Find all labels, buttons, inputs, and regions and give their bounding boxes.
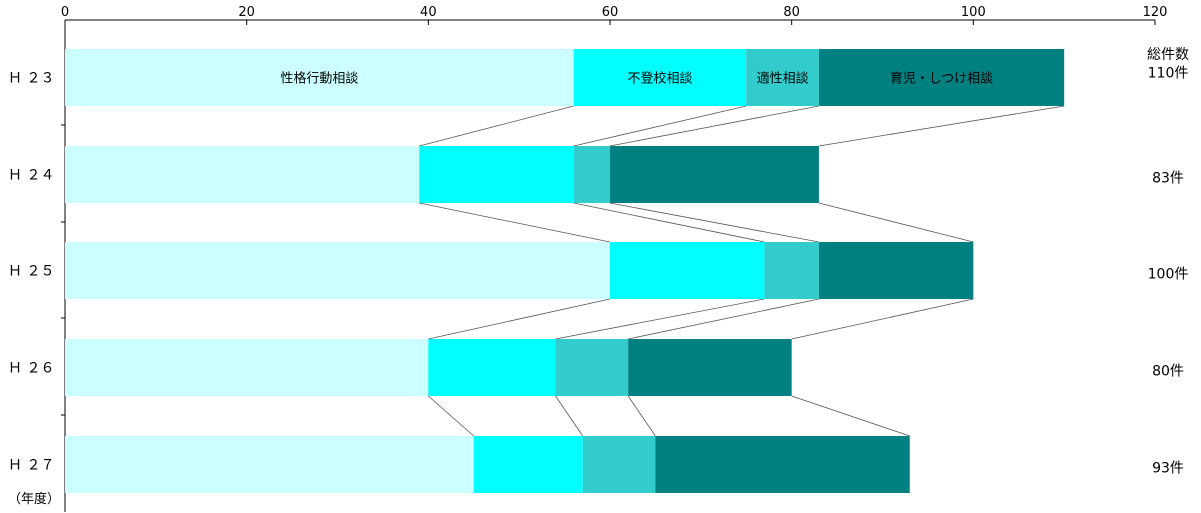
x-tick-label-80: 80 <box>783 5 800 20</box>
category-label-4: Ｈ ２７ <box>8 458 54 474</box>
bar-1-0 <box>65 146 420 203</box>
category-label-3: Ｈ ２６ <box>8 361 54 377</box>
total-label-4: 93件 <box>1152 461 1184 477</box>
bar-3-1 <box>428 339 556 396</box>
category-axis-note: （年度） <box>8 491 60 507</box>
series-line-0-1 <box>419 105 574 147</box>
category-label-2: Ｈ ２５ <box>8 264 54 280</box>
bar-1-2 <box>573 146 610 203</box>
bar-4-2 <box>582 436 656 493</box>
series-line-2-3 <box>628 298 819 340</box>
total-label-3: 80件 <box>1152 364 1184 380</box>
category-label-0: Ｈ ２３ <box>8 71 54 87</box>
series-label-3: 育児・しつけ相談 <box>890 71 993 87</box>
series-line-0-3 <box>609 105 819 147</box>
bar-1-3 <box>610 146 819 203</box>
series-line-2-1 <box>428 298 611 340</box>
x-tick-label-120: 120 <box>1143 5 1168 20</box>
totals-header: 総件数 <box>1147 47 1189 63</box>
series-line-3-1 <box>428 395 475 437</box>
total-label-0: 110件 <box>1148 66 1189 82</box>
series-line-0-2 <box>573 105 747 147</box>
bar-4-1 <box>473 436 583 493</box>
total-label-1: 83件 <box>1152 171 1184 187</box>
bar-1-1 <box>419 146 574 203</box>
series-line-1-4 <box>818 202 974 243</box>
series-label-2: 適性相談 <box>757 71 809 87</box>
series-line-2-2 <box>555 298 765 340</box>
x-tick-label-20: 20 <box>238 5 255 20</box>
series-line-3-4 <box>791 395 910 437</box>
bar-0-1 <box>573 49 747 106</box>
bar-3-2 <box>555 339 629 396</box>
series-label-1: 不登校相談 <box>627 71 692 87</box>
series-label-0: 性格行動相談 <box>280 71 358 87</box>
bar-2-1 <box>610 242 765 299</box>
bar-2-3 <box>818 242 974 299</box>
x-tick-label-40: 40 <box>420 5 437 20</box>
total-label-2: 100件 <box>1148 267 1189 283</box>
bar-3-3 <box>628 339 792 396</box>
series-line-0-4 <box>818 105 1065 147</box>
series-line-1-3 <box>609 202 819 243</box>
bar-3-0 <box>65 339 429 396</box>
series-line-2-4 <box>791 298 974 340</box>
series-line-1-1 <box>419 202 611 243</box>
bar-2-2 <box>764 242 819 299</box>
x-tick-label-0: 0 <box>61 5 69 20</box>
bar-0-0 <box>65 49 574 106</box>
series-line-1-2 <box>573 202 765 243</box>
bar-4-3 <box>655 436 910 493</box>
series-line-3-2 <box>555 395 584 437</box>
series-line-3-3 <box>627 395 656 437</box>
bar-0-3 <box>818 49 1065 106</box>
bar-4-0 <box>65 436 474 493</box>
category-label-1: Ｈ ２４ <box>8 168 54 184</box>
bar-2-0 <box>65 242 610 299</box>
x-tick-label-60: 60 <box>602 5 619 20</box>
x-tick-label-100: 100 <box>961 5 986 20</box>
bar-0-2 <box>746 49 819 106</box>
